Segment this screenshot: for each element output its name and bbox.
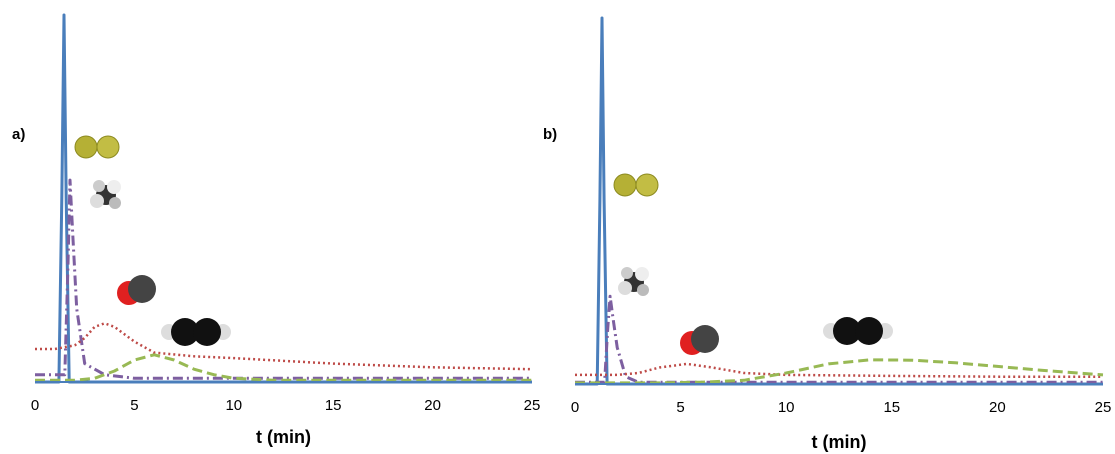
icon-co <box>680 325 719 355</box>
icon-ch4 <box>90 180 121 209</box>
series-line <box>575 358 1104 385</box>
x-tick-label: 10 <box>225 397 242 414</box>
x-tick-label: 25 <box>1095 399 1112 416</box>
molecule-icons <box>74 135 893 355</box>
x-tick-label: 15 <box>325 397 342 414</box>
icon-co <box>117 275 156 305</box>
x-tick-label: 15 <box>883 399 900 416</box>
panel-label: b) <box>543 126 557 143</box>
series-line <box>575 294 1103 384</box>
icon-c2h2 <box>161 318 231 346</box>
series-line <box>35 353 532 382</box>
x-tick-label: 5 <box>130 397 138 414</box>
x-tick-label: 20 <box>424 397 441 414</box>
x-tick-label: 5 <box>676 399 684 416</box>
x-axis-label: t (min) <box>812 432 867 452</box>
x-tick-label: 25 <box>524 397 541 414</box>
icon-ch4 <box>618 267 649 296</box>
series-line <box>35 178 532 380</box>
x-tick-label: 0 <box>31 397 39 414</box>
x-tick-label: 20 <box>989 399 1006 416</box>
icon-h2 <box>613 173 659 197</box>
series-line <box>35 322 533 371</box>
x-axis-label: t (min) <box>256 427 311 447</box>
icon-c2h2 <box>823 317 893 345</box>
panel-label: a) <box>12 126 25 143</box>
x-tick-label: 0 <box>571 399 579 416</box>
x-tick-label: 10 <box>778 399 795 416</box>
icon-h2 <box>74 135 120 159</box>
series-line <box>575 362 1103 378</box>
